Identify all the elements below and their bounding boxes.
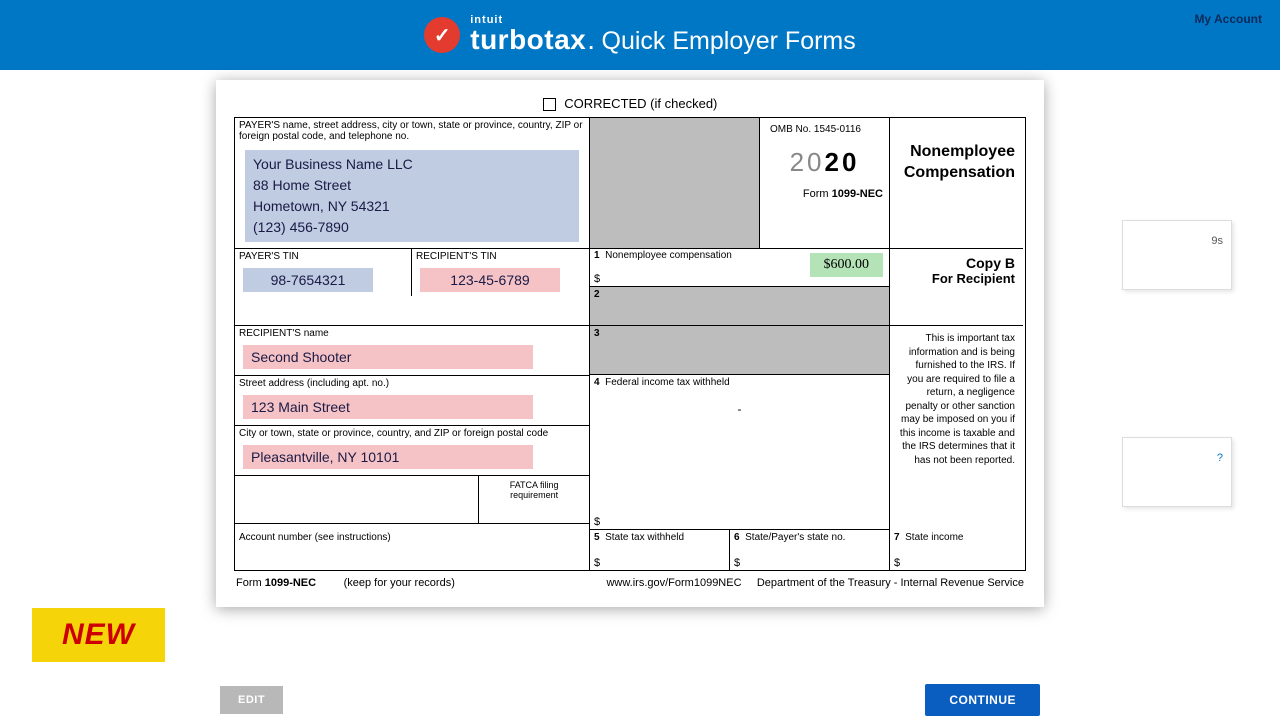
edit-button[interactable]: EDIT	[220, 686, 283, 714]
box4-label: 4 Federal income tax withheld	[590, 375, 889, 390]
payer-tin-label: PAYER'S TIN	[235, 249, 411, 264]
form-grid: PAYER'S name, street address, city or to…	[234, 117, 1026, 571]
box7-label: 7 State income	[890, 530, 1023, 545]
box3-label: 3	[590, 326, 604, 341]
payer-tin-field[interactable]: 98-7654321	[243, 268, 373, 292]
box4-value: -	[590, 402, 889, 416]
recipient-tin-label: RECIPIENT'S TIN	[412, 249, 589, 264]
tax-year: 2020	[766, 147, 883, 178]
my-account-link[interactable]: My Account	[1194, 12, 1262, 26]
buttons-row: EDIT CONTINUE	[216, 684, 1044, 716]
subtitle-label: Quick Employer Forms	[602, 27, 856, 56]
street-field[interactable]: 123 Main Street	[243, 395, 533, 419]
form-1099-panel: CORRECTED (if checked) PAYER'S name, str…	[216, 80, 1044, 607]
fatca-label: FATCA filing requirement	[481, 478, 587, 502]
box2-label: 2	[590, 287, 604, 302]
new-badge: NEW	[32, 608, 165, 662]
box1-label: 1 Nonemployee compensation	[590, 248, 736, 263]
form-code-row: Form 1099-NEC	[766, 188, 883, 200]
checkmark-icon: ✓	[424, 17, 460, 53]
for-recipient-label: For Recipient	[898, 271, 1015, 286]
recipient-name-label: RECIPIENT'S name	[235, 326, 589, 341]
city-label: City or town, state or province, country…	[235, 426, 589, 441]
irs-notice: This is important tax information and is…	[890, 326, 1023, 473]
dot-label: .	[587, 24, 595, 56]
logo-area: ✓ intuit turbotax . Quick Employer Forms	[424, 14, 856, 56]
omb-label: OMB No. 1545-0116	[766, 122, 883, 137]
form-title: Nonemployee Compensation	[890, 118, 1023, 249]
corrected-checkbox[interactable]	[543, 98, 556, 111]
recipient-name-field[interactable]: Second Shooter	[243, 345, 533, 369]
city-field[interactable]: Pleasantville, NY 10101	[243, 445, 533, 469]
payer-block[interactable]: Your Business Name LLC 88 Home Street Ho…	[245, 150, 579, 242]
account-number-label: Account number (see instructions)	[235, 530, 589, 545]
box1-value[interactable]: $600.00	[810, 253, 884, 277]
top-bar: ✓ intuit turbotax . Quick Employer Forms…	[0, 0, 1280, 70]
recipient-tin-field[interactable]: 123-45-6789	[420, 268, 560, 292]
form-footer: Form 1099-NEC (keep for your records) ww…	[234, 577, 1026, 589]
corrected-label: CORRECTED (if checked)	[564, 96, 717, 111]
background-card-2: ?	[1122, 437, 1232, 507]
continue-button[interactable]: CONTINUE	[925, 684, 1040, 716]
corrected-row: CORRECTED (if checked)	[234, 96, 1026, 111]
turbotax-label: turbotax	[470, 24, 586, 56]
background-card-1: 9s	[1122, 220, 1232, 290]
box6-label: 6 State/Payer's state no.	[730, 530, 889, 545]
box5-label: 5 State tax withheld	[590, 530, 729, 545]
payer-info-label: PAYER'S name, street address, city or to…	[235, 118, 589, 144]
copy-b-label: Copy B	[898, 255, 1015, 271]
street-label: Street address (including apt. no.)	[235, 376, 589, 391]
